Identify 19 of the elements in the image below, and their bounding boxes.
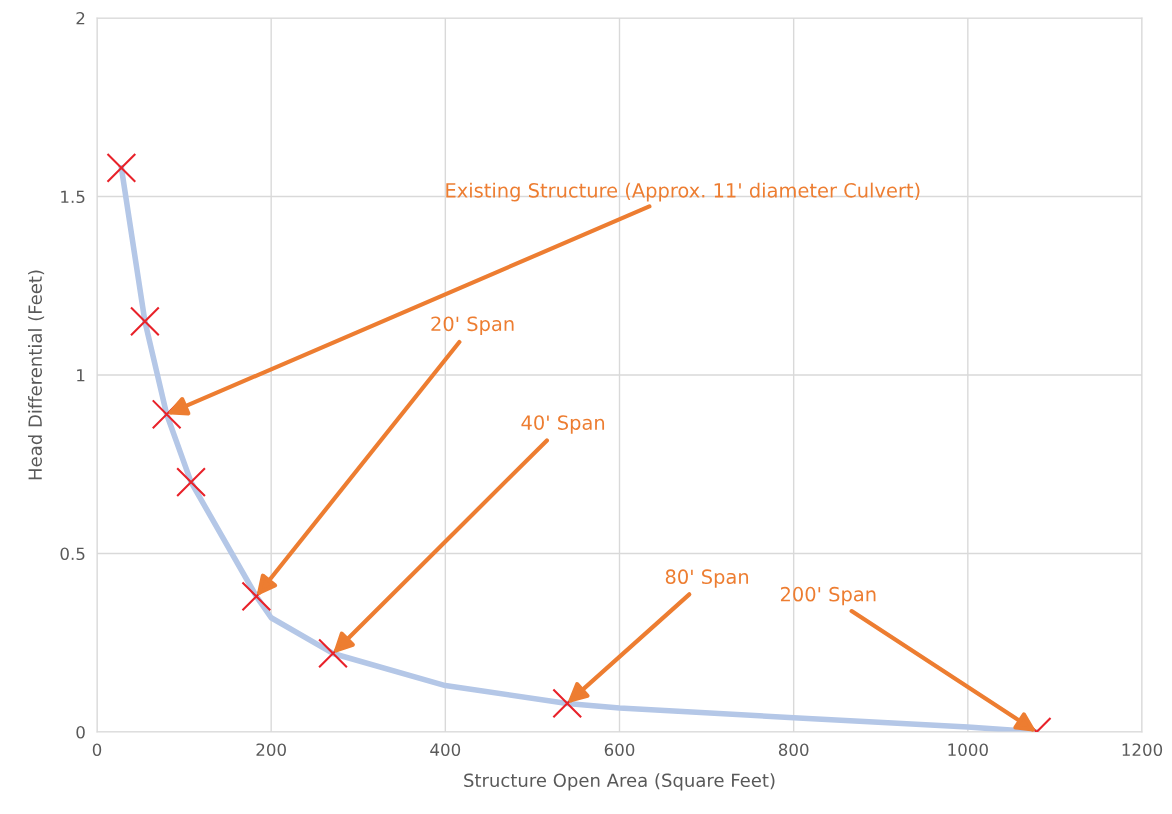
x-tick-label: 1200 [1122,743,1163,757]
x-tick-label: 600 [604,743,635,757]
y-tick-label: 2 [76,11,85,25]
y-tick-label: 0.5 [60,547,85,561]
annotation: 20' Span [431,316,514,335]
x-axis-title: Structure Open Area (Square Feet) [464,773,775,791]
x-tick-label: 0 [92,743,102,757]
annotation: Existing Structure (Approx. 11' diameter Culvert) [446,182,920,202]
x-tick-label: 800 [778,743,809,757]
x-tick-label: 1000 [948,743,988,757]
y-tick-label: 0 [76,725,85,739]
annotation: 80' Span [665,569,749,588]
y-axis-title: Head Differential (Feet) [28,270,45,480]
annotation: 40' Span [521,415,605,434]
x-tick-label: 400 [430,743,461,757]
x-tick-label: 200 [256,743,286,757]
y-tick-label: 1.5 [61,190,85,204]
annotation: 200' Span [780,586,876,606]
y-tick-label: 1 [77,369,85,382]
